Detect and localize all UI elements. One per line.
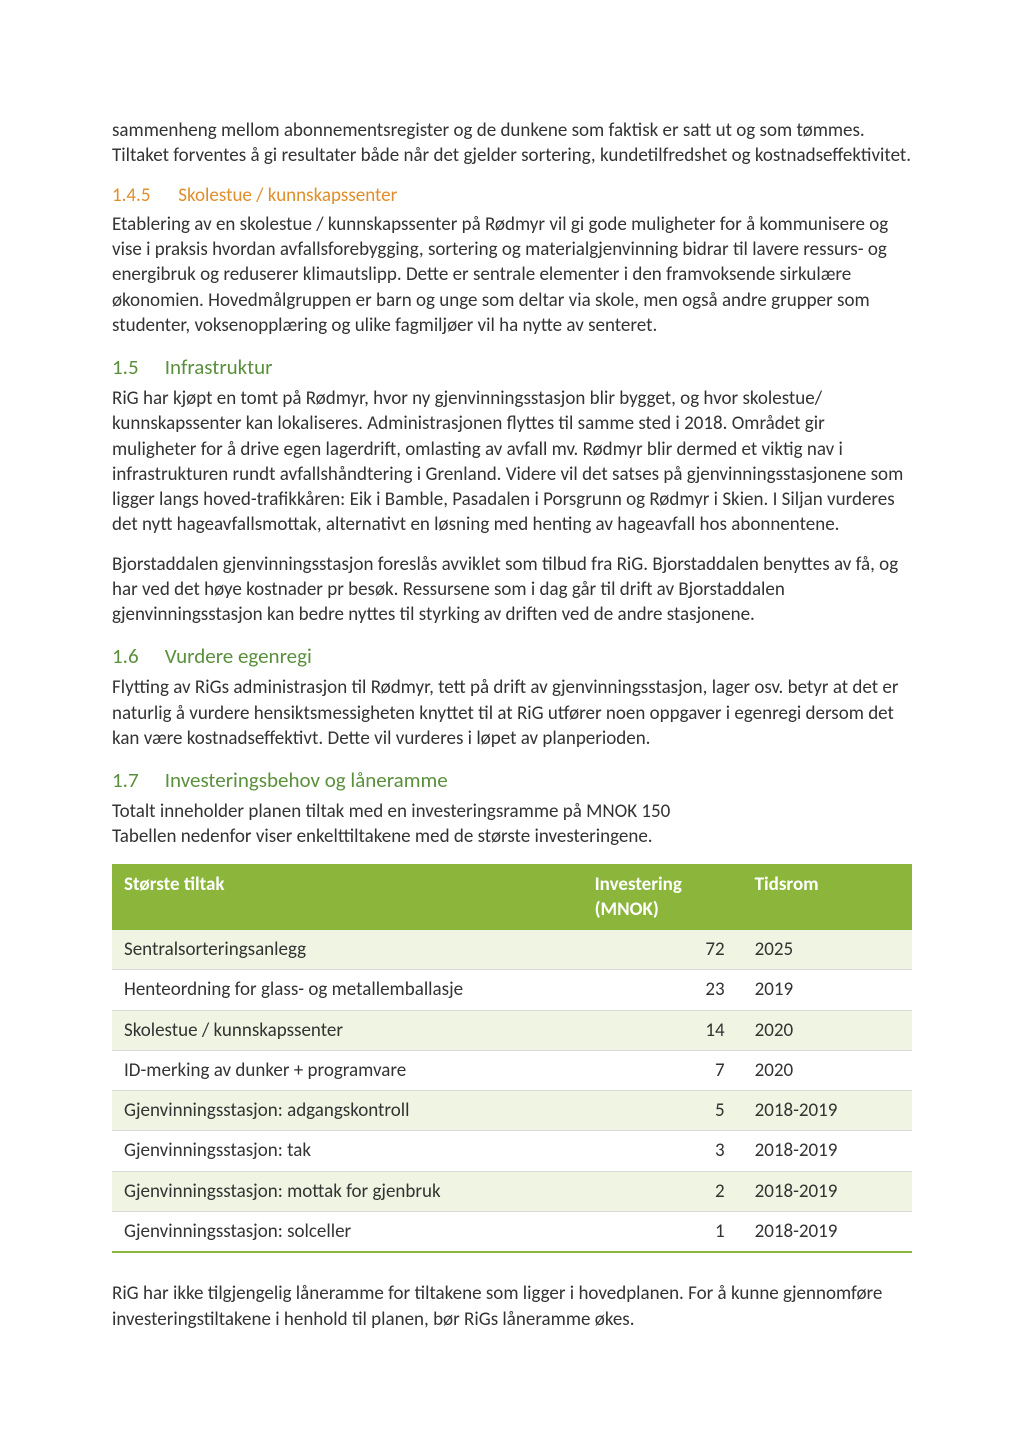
table-cell-name: Gjenvinningsstasjon: solceller xyxy=(112,1212,583,1253)
table-row: Henteordning for glass- og metallemballa… xyxy=(112,970,912,1010)
table-cell-period: 2018-2019 xyxy=(743,1171,912,1211)
section-1-7-closing: RiG har ikke tilgjengelig låneramme for … xyxy=(112,1281,912,1332)
table-cell-period: 2020 xyxy=(743,1010,912,1050)
page-content: sammenheng mellom abonnementsregister og… xyxy=(0,0,1024,1332)
table-header-row: Største tiltak Investering (MNOK) Tidsro… xyxy=(112,864,912,931)
table-row: Sentralsorteringsanlegg722025 xyxy=(112,930,912,970)
table-header-period: Tidsrom xyxy=(743,864,912,931)
table-cell-period: 2019 xyxy=(743,970,912,1010)
table-cell-period: 2020 xyxy=(743,1050,912,1090)
table-cell-name: Skolestue / kunnskapssenter xyxy=(112,1010,583,1050)
table-cell-period: 2018-2019 xyxy=(743,1131,912,1171)
table-cell-name: Gjenvinningsstasjon: tak xyxy=(112,1131,583,1171)
heading-1-4-5: 1.4.5 Skolestue / kunnskapssenter xyxy=(112,183,912,208)
heading-title: Skolestue / kunnskapssenter xyxy=(178,184,397,207)
table-cell-name: Henteordning for glass- og metallemballa… xyxy=(112,970,583,1010)
section-1-7-intro-line-2: Tabellen nedenfor viser enkelttiltakene … xyxy=(112,824,912,849)
heading-title: Infrastruktur xyxy=(165,354,273,380)
table-cell-amount: 23 xyxy=(583,970,743,1010)
table-row: ID-merking av dunker + programvare72020 xyxy=(112,1050,912,1090)
table-cell-amount: 2 xyxy=(583,1171,743,1211)
section-1-5-paragraph-1: RiG har kjøpt en tomt på Rødmyr, hvor ny… xyxy=(112,386,912,538)
table-cell-period: 2018-2019 xyxy=(743,1091,912,1131)
heading-1-5: 1.5 Infrastruktur xyxy=(112,354,912,382)
table-cell-amount: 5 xyxy=(583,1091,743,1131)
section-1-4-5-paragraph: Etablering av en skolestue / kunnskapsse… xyxy=(112,212,912,338)
section-1-7-intro-line-1: Totalt inneholder planen tiltak med en i… xyxy=(112,799,912,824)
table-header-amount: Investering (MNOK) xyxy=(583,864,743,931)
table-cell-name: Gjenvinningsstasjon: mottak for gjenbruk xyxy=(112,1171,583,1211)
investments-table-body: Sentralsorteringsanlegg722025Henteordnin… xyxy=(112,930,912,1252)
table-cell-name: ID-merking av dunker + programvare xyxy=(112,1050,583,1090)
heading-number: 1.4.5 xyxy=(112,183,174,208)
heading-title: Vurdere egenregi xyxy=(165,643,312,669)
intro-paragraph: sammenheng mellom abonnementsregister og… xyxy=(112,118,912,169)
table-cell-amount: 7 xyxy=(583,1050,743,1090)
table-header-name: Største tiltak xyxy=(112,864,583,931)
heading-number: 1.6 xyxy=(112,643,160,671)
heading-1-6: 1.6 Vurdere egenregi xyxy=(112,643,912,671)
table-cell-amount: 3 xyxy=(583,1131,743,1171)
table-cell-amount: 1 xyxy=(583,1212,743,1253)
heading-title: Investeringsbehov og låneramme xyxy=(165,767,448,793)
investments-table: Største tiltak Investering (MNOK) Tidsro… xyxy=(112,864,912,1254)
table-cell-period: 2018-2019 xyxy=(743,1212,912,1253)
heading-number: 1.5 xyxy=(112,354,160,382)
heading-number: 1.7 xyxy=(112,767,160,795)
table-cell-name: Gjenvinningsstasjon: adgangskontroll xyxy=(112,1091,583,1131)
section-1-6-paragraph: Flytting av RiGs administrasjon til Rødm… xyxy=(112,675,912,751)
table-row: Gjenvinningsstasjon: tak32018-2019 xyxy=(112,1131,912,1171)
table-cell-period: 2025 xyxy=(743,930,912,970)
table-row: Skolestue / kunnskapssenter142020 xyxy=(112,1010,912,1050)
section-1-5-paragraph-2: Bjorstaddalen gjenvinningsstasjon foresl… xyxy=(112,552,912,628)
table-cell-amount: 72 xyxy=(583,930,743,970)
table-row: Gjenvinningsstasjon: solceller12018-2019 xyxy=(112,1212,912,1253)
heading-1-7: 1.7 Investeringsbehov og låneramme xyxy=(112,767,912,795)
table-cell-amount: 14 xyxy=(583,1010,743,1050)
table-cell-name: Sentralsorteringsanlegg xyxy=(112,930,583,970)
table-row: Gjenvinningsstasjon: mottak for gjenbruk… xyxy=(112,1171,912,1211)
table-row: Gjenvinningsstasjon: adgangskontroll5201… xyxy=(112,1091,912,1131)
